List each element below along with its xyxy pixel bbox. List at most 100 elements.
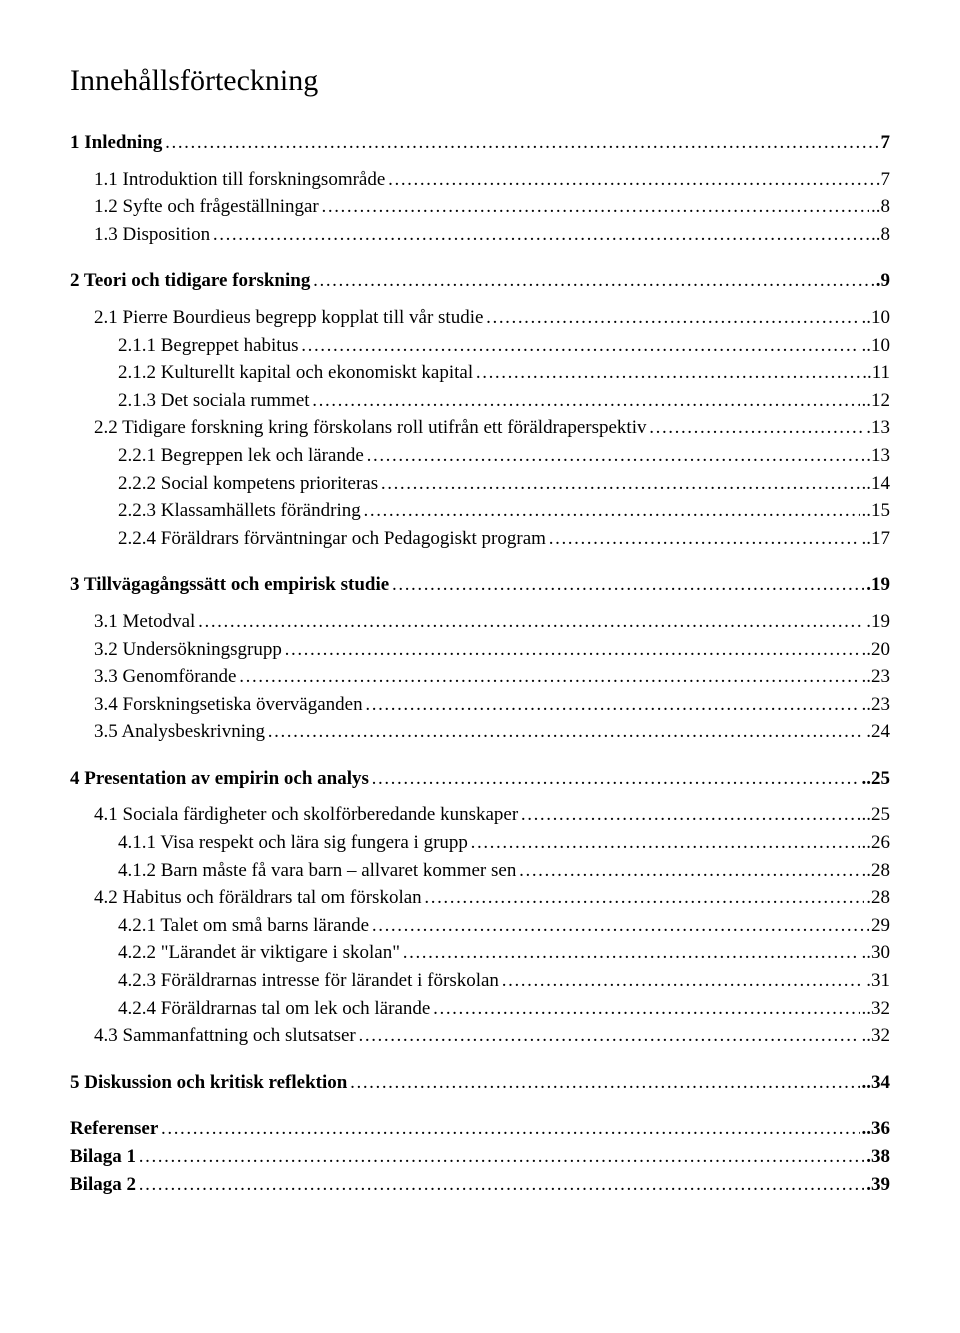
toc-entry-label: 4 Presentation av empirin och analys [70,766,369,793]
toc-entry: 2.1 Pierre Bourdieus begrepp kopplat til… [70,305,890,332]
spacer [70,1051,890,1069]
toc-entry-page: ..15 [862,498,891,525]
toc-entry-label: 4.2.4 Föräldrarnas tal om lek och lärand… [118,996,430,1023]
toc-leader [160,1116,859,1143]
toc-leader [312,268,873,295]
toc-entry: Bilaga 2.39 [70,1172,890,1199]
toc-entry-page: ..8 [871,194,890,221]
toc-leader [432,996,859,1023]
toc-entry: 3.1 Metodval .19 [70,609,890,636]
toc-leader [648,415,864,442]
toc-entry: 2.2.2 Social kompetens prioriteras..14 [70,471,890,498]
toc-leader [164,130,878,157]
toc-entry-label: 4.1 Sociala färdigheter och skolförbered… [94,802,518,829]
toc-entry: 3 Tillvägagångssätt och empirisk studie.… [70,572,890,599]
toc-entry: 1.3 Disposition..8 [70,222,890,249]
toc-entry: 1 Inledning7 [70,130,890,157]
toc-leader [300,333,859,360]
toc-entry-page: ..17 [862,526,891,553]
toc-entry-page: .13 [866,443,890,470]
toc-entry: 4.2 Habitus och föräldrars tal om försko… [70,885,890,912]
toc-leader [197,609,864,636]
toc-entry: 1.2 Syfte och frågeställningar ..8 [70,194,890,221]
toc-entry-page: ..12 [862,388,891,415]
spacer [70,158,890,166]
toc-entry-page: ..23 [862,664,891,691]
toc-entry-label: 3.1 Metodval [94,609,195,636]
toc-leader [366,443,864,470]
spacer [70,600,890,608]
toc-entry-label: 2.2.3 Klassamhällets förändring [118,498,361,525]
toc-leader [238,664,859,691]
toc-entry-page: .13 [866,415,890,442]
toc-leader [284,637,860,664]
toc-title: Innehållsförteckning [70,60,890,102]
toc-entry-label: 4.2 Habitus och föräldrars tal om försko… [94,885,422,912]
toc-leader [138,1172,864,1199]
toc-entry: 4.2.2 "Lärandet är viktigare i skolan"..… [70,940,890,967]
toc-entry-page: ..32 [862,1023,891,1050]
toc-entry-label: 3.4 Forskningsetiska överväganden [94,692,363,719]
toc-entry: 2.2.4 Föräldrars förväntningar och Pedag… [70,526,890,553]
toc-entry-label: Bilaga 1 [70,1144,136,1171]
toc-entry: 2.1.2 Kulturellt kapital och ekonomiskt … [70,360,890,387]
toc-entry-page: ..36 [862,1116,891,1143]
toc-entry-page: ..30 [862,940,891,967]
toc-entry-page: ..23 [862,692,891,719]
toc-entry: 5 Diskussion och kritisk reflektion ..34 [70,1070,890,1097]
toc-leader [520,802,859,829]
toc-leader [391,572,864,599]
toc-entry-label: 1 Inledning [70,130,162,157]
spacer [70,747,890,765]
toc-entry-page: .28 [866,885,890,912]
toc-entry-label: 5 Diskussion och kritisk reflektion [70,1070,347,1097]
toc-leader [365,692,860,719]
toc-entry-label: Referenser [70,1116,158,1143]
toc-entry-label: 2.2 Tidigare forskning kring förskolans … [94,415,646,442]
toc-leader [548,526,860,553]
toc-entry-label: 4.3 Sammanfattning och slutsatser [94,1023,356,1050]
toc-entry-page: ..14 [862,471,891,498]
toc-entry: 2.2 Tidigare forskning kring förskolans … [70,415,890,442]
toc-entry-label: 2.1.3 Det sociala rummet [118,388,310,415]
toc-leader [267,719,864,746]
toc-entry-label: 2 Teori och tidigare forskning [70,268,310,295]
toc-entry-page: .7 [876,167,890,194]
toc-entry-label: 3.5 Analysbeskrivning [94,719,265,746]
spacer [70,793,890,801]
spacer [70,249,890,267]
toc-entry-label: 2.1 Pierre Bourdieus begrepp kopplat til… [94,305,483,332]
toc-entry-label: 4.1.2 Barn måste få vara barn – allvaret… [118,858,516,885]
toc-entry: 2 Teori och tidigare forskning.9 [70,268,890,295]
toc-leader [470,830,860,857]
toc-leader [371,766,860,793]
toc-entry: 2.1.3 Det sociala rummet ..12 [70,388,890,415]
toc-entry: 4.1 Sociala färdigheter och skolförbered… [70,802,890,829]
toc-leader [387,167,873,194]
toc-entry: 2.2.3 Klassamhällets förändring ..15 [70,498,890,525]
toc-entry-label: 3.3 Genomförande [94,664,236,691]
toc-entry-label: 1.2 Syfte och frågeställningar [94,194,319,221]
toc-entry-page: ..26 [862,830,891,857]
toc-entry: 2.1.1 Begreppet habitus..10 [70,333,890,360]
toc-leader [358,1023,860,1050]
toc-entry: 4.2.4 Föräldrarnas tal om lek och lärand… [70,996,890,1023]
toc-entry-page: .38 [866,1144,890,1171]
toc-entry: 4.1.2 Barn måste få vara barn – allvaret… [70,858,890,885]
toc-entry-page: ..10 [862,305,891,332]
spacer [70,1097,890,1115]
toc-entry-page: .19 [866,609,890,636]
toc-entry-label: 4.2.1 Talet om små barns lärande [118,913,369,940]
toc-container: 1 Inledning71.1 Introduktion till forskn… [70,130,890,1198]
toc-entry-page: ..25 [862,766,891,793]
toc-entry: 4.1.1 Visa respekt och lära sig fungera … [70,830,890,857]
toc-entry: 3.2 Undersökningsgrupp..20 [70,637,890,664]
toc-entry-label: 2.2.1 Begreppen lek och lärande [118,443,364,470]
toc-leader [321,194,869,221]
toc-entry-label: 4.1.1 Visa respekt och lära sig fungera … [118,830,468,857]
toc-entry-page: ..34 [862,1070,891,1097]
toc-leader [475,360,860,387]
toc-entry-label: 3.2 Undersökningsgrupp [94,637,282,664]
toc-leader [402,940,860,967]
toc-leader [424,885,865,912]
